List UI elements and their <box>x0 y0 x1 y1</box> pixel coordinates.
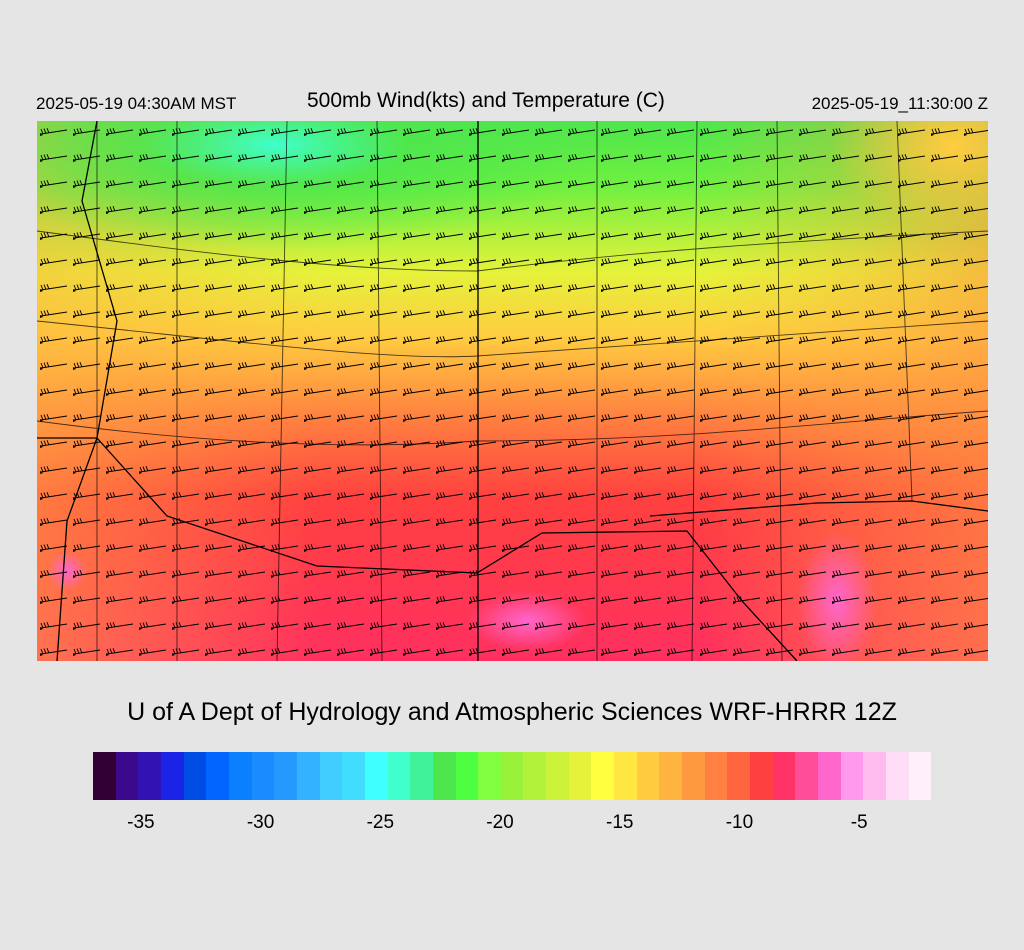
colorbar-swatch <box>523 752 547 800</box>
colorbar-swatch <box>682 752 705 800</box>
colorbar-swatch <box>591 752 615 800</box>
colorbar-swatch <box>206 752 229 800</box>
colorbar-swatch <box>636 752 660 800</box>
colorbar-swatch <box>840 752 864 800</box>
colorbar-swatch <box>410 752 433 800</box>
colorbar-ticks: -35 -30 -25 -20 -15 -10 -5 <box>93 812 931 842</box>
colorbar-tick-label: -5 <box>850 812 868 833</box>
colorbar-swatch <box>251 752 275 800</box>
colorbar-swatch <box>319 752 343 800</box>
colorbar-swatch <box>795 752 818 800</box>
colorbar-swatch <box>885 752 909 800</box>
colorbar-swatch <box>455 752 479 800</box>
colorbar-swatch <box>614 752 637 800</box>
colorbar-swatch <box>342 752 365 800</box>
colorbar-tick-label: -30 <box>246 812 275 833</box>
colorbar-tick-label: -25 <box>366 812 395 833</box>
colorbar-swatch <box>727 752 751 800</box>
colorbar-swatch <box>704 752 728 800</box>
utc-time-label: 2025-05-19_11:30:00 Z <box>811 94 988 113</box>
colorbar-tick-label: -10 <box>725 812 754 833</box>
source-subtitle: U of A Dept of Hydrology and Atmospheric… <box>127 698 897 726</box>
colorbar-swatch <box>160 752 184 800</box>
colorbar-swatch <box>115 752 139 800</box>
colorbar-swatch <box>364 752 388 800</box>
colorbar-swatch <box>772 752 796 800</box>
colorbar-swatch <box>183 752 207 800</box>
colorbar-swatch <box>93 752 116 800</box>
colorbar-swatch <box>750 752 773 800</box>
colorbar-swatch <box>818 752 841 800</box>
temperature-wind-map <box>37 121 988 661</box>
colorbar-swatch <box>568 752 592 800</box>
colorbar-swatch <box>138 752 161 800</box>
colorbar-tick-label: -20 <box>486 812 514 833</box>
colorbar-tick-label: -35 <box>127 812 155 833</box>
map-title: 500mb Wind(kts) and Temperature (C) <box>307 89 665 112</box>
colorbar-swatch <box>432 752 456 800</box>
local-time-label: 2025-05-19 04:30AM MST <box>36 94 237 113</box>
colorbar-swatch <box>274 752 297 800</box>
colorbar-swatch <box>546 752 569 800</box>
temperature-colorbar <box>93 752 932 800</box>
colorbar-swatch <box>863 752 886 800</box>
colorbar-tick-label: -15 <box>606 812 634 833</box>
colorbar-swatch <box>296 752 320 800</box>
colorbar-swatch <box>659 752 683 800</box>
colorbar-swatch <box>908 752 932 800</box>
colorbar-swatch <box>387 752 411 800</box>
colorbar-swatch <box>500 752 524 800</box>
colorbar-swatch <box>478 752 501 800</box>
colorbar-swatch <box>228 752 252 800</box>
